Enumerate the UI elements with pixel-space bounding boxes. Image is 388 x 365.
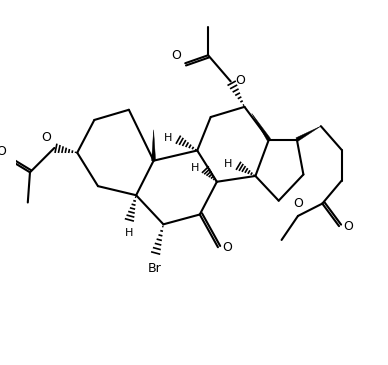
Text: O: O bbox=[235, 74, 245, 87]
Text: H: H bbox=[125, 228, 133, 238]
Text: O: O bbox=[0, 145, 6, 158]
Text: H: H bbox=[224, 159, 232, 169]
Text: O: O bbox=[343, 220, 353, 233]
Text: O: O bbox=[41, 131, 51, 144]
Text: O: O bbox=[222, 242, 232, 254]
Text: H: H bbox=[163, 133, 172, 143]
Polygon shape bbox=[152, 130, 156, 161]
Polygon shape bbox=[296, 126, 321, 141]
Polygon shape bbox=[252, 114, 270, 141]
Text: Br: Br bbox=[148, 262, 162, 275]
Text: H: H bbox=[191, 163, 199, 173]
Text: O: O bbox=[172, 49, 182, 62]
Text: O: O bbox=[293, 197, 303, 211]
